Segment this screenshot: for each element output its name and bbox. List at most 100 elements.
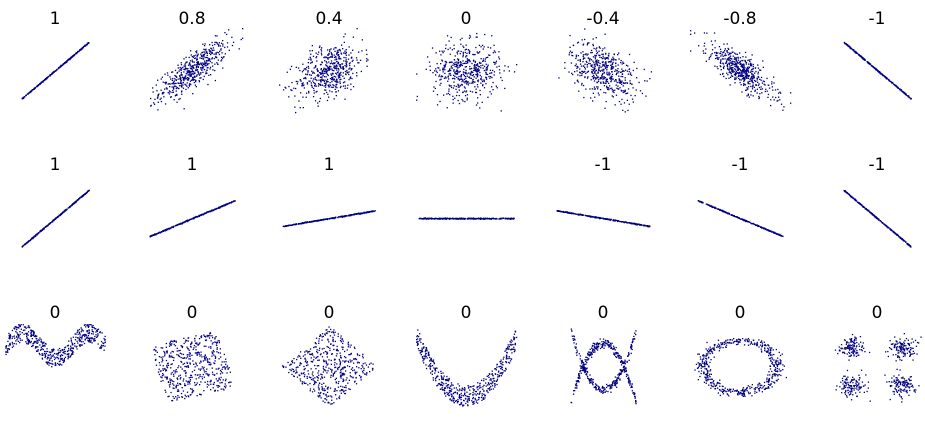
- point: [625, 64, 628, 66]
- point: [609, 218, 611, 221]
- point: [212, 47, 215, 49]
- point: [606, 81, 608, 83]
- point: [348, 68, 350, 70]
- point: [620, 81, 622, 84]
- point: [462, 45, 464, 47]
- point: [334, 56, 336, 58]
- point: [590, 65, 592, 67]
- point: [25, 94, 27, 96]
- point: [443, 50, 445, 52]
- point: [345, 49, 347, 51]
- point: [487, 46, 489, 48]
- point: [737, 57, 739, 59]
- point: [724, 211, 726, 213]
- point: [440, 76, 442, 78]
- point: [582, 61, 584, 63]
- point: [346, 61, 348, 63]
- point: [193, 61, 195, 63]
- point: [448, 88, 450, 90]
- point: [456, 61, 458, 63]
- point: [603, 77, 605, 79]
- point: [463, 86, 466, 88]
- point: [342, 85, 345, 87]
- point: [469, 68, 472, 70]
- point: [461, 37, 463, 39]
- point: [725, 62, 727, 64]
- point: [453, 48, 455, 50]
- point: [340, 52, 342, 54]
- point: [338, 76, 340, 78]
- point: [84, 44, 86, 46]
- point: [309, 80, 311, 82]
- point: [180, 74, 182, 76]
- point: [211, 41, 213, 44]
- point: [344, 98, 346, 100]
- point: [754, 72, 756, 74]
- point: [176, 93, 178, 96]
- point: [631, 98, 634, 100]
- point: [313, 67, 315, 69]
- point: [231, 201, 233, 203]
- point: [200, 57, 203, 59]
- point: [570, 62, 573, 64]
- point: [607, 54, 610, 56]
- point: [773, 82, 775, 84]
- point: [306, 82, 308, 84]
- point: [45, 77, 47, 80]
- point: [623, 62, 625, 64]
- point: [608, 73, 610, 75]
- point: [493, 50, 496, 52]
- point: [440, 82, 442, 84]
- point: [308, 67, 310, 69]
- point: [456, 66, 458, 68]
- point: [731, 63, 734, 65]
- point: [445, 60, 447, 63]
- point: [761, 82, 764, 84]
- point: [199, 57, 201, 59]
- point: [302, 107, 304, 109]
- point: [162, 81, 164, 83]
- point: [756, 77, 759, 79]
- point: [574, 65, 576, 67]
- point: [734, 78, 736, 80]
- point: [582, 55, 584, 58]
- point: [456, 217, 458, 220]
- point: [858, 54, 860, 56]
- point: [227, 202, 230, 205]
- point: [439, 69, 441, 71]
- point: [425, 217, 427, 220]
- point: [704, 52, 707, 54]
- point: [605, 63, 607, 65]
- point: [436, 218, 438, 220]
- point: [476, 64, 478, 66]
- point: [611, 73, 614, 76]
- point: [449, 69, 451, 71]
- point: [61, 212, 63, 214]
- point: [300, 80, 302, 82]
- point: [65, 208, 68, 211]
- point: [324, 82, 326, 84]
- point: [705, 60, 707, 62]
- point: [58, 67, 60, 69]
- point: [160, 231, 162, 233]
- point: [569, 50, 572, 52]
- point: [846, 44, 848, 46]
- point: [594, 65, 596, 68]
- point: [348, 71, 350, 73]
- point: [745, 61, 748, 64]
- point: [617, 220, 619, 222]
- point: [328, 67, 330, 69]
- point: [476, 32, 478, 35]
- point: [350, 88, 352, 91]
- point: [759, 93, 761, 95]
- point: [192, 218, 194, 220]
- point: [577, 41, 580, 43]
- point: [594, 67, 596, 70]
- point: [181, 90, 183, 92]
- point: [22, 245, 24, 247]
- point: [324, 60, 326, 62]
- point: [599, 65, 601, 67]
- point: [464, 217, 467, 220]
- point: [459, 65, 461, 67]
- point: [340, 66, 342, 68]
